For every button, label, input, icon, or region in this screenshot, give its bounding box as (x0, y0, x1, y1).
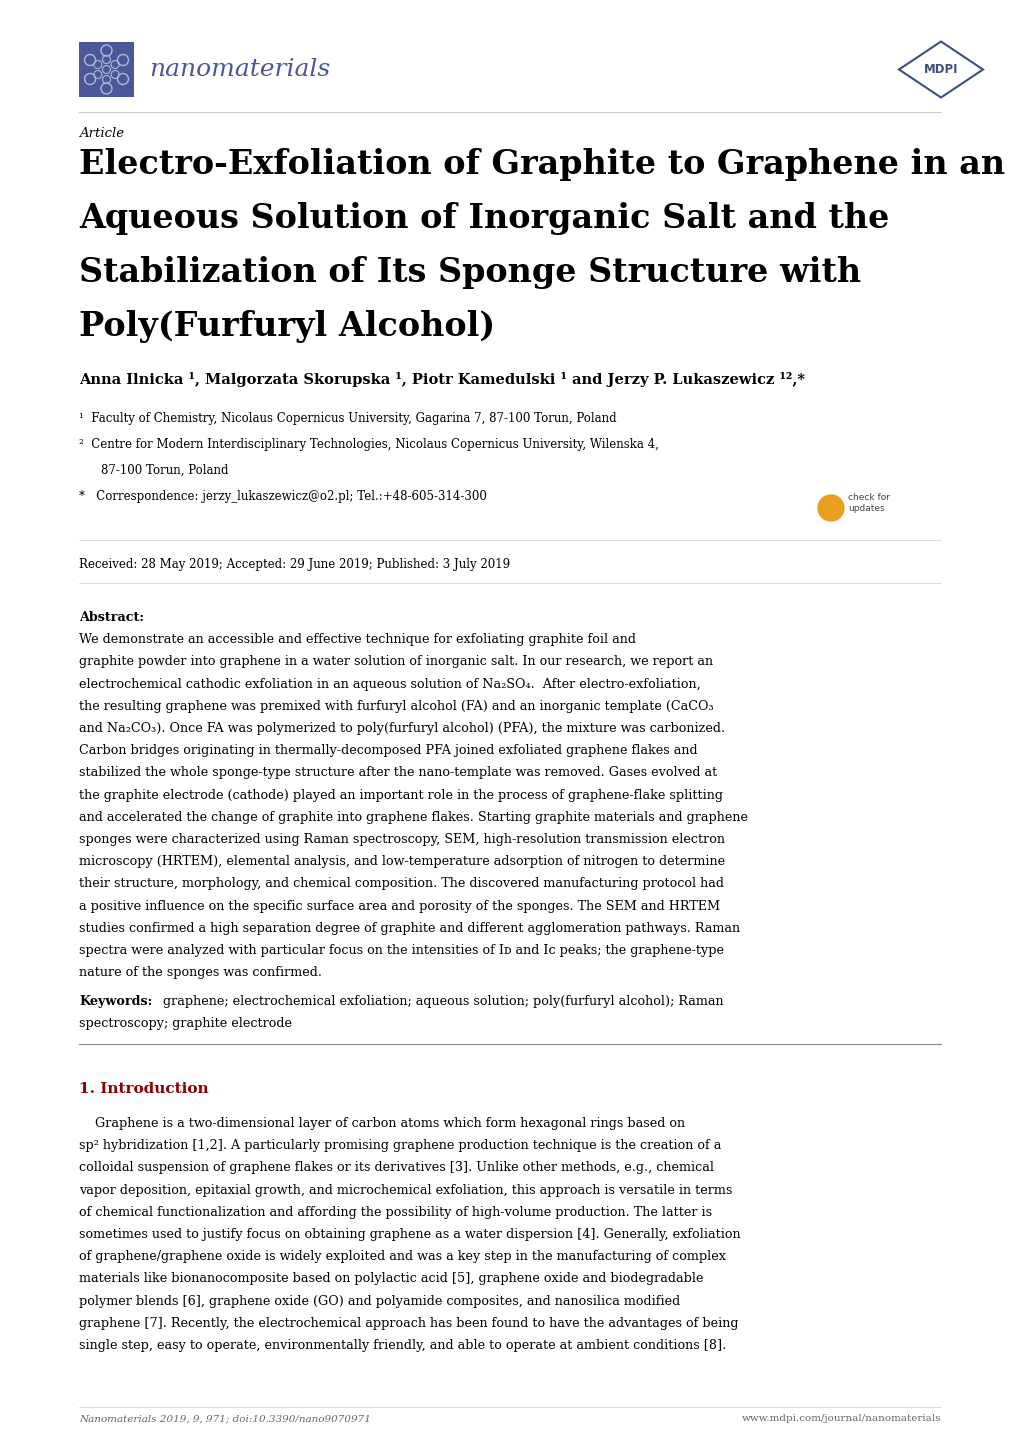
Text: nanomaterials: nanomaterials (149, 58, 330, 81)
Text: 1. Introduction: 1. Introduction (78, 1082, 209, 1096)
Text: graphene; electrochemical exfoliation; aqueous solution; poly(furfuryl alcohol);: graphene; electrochemical exfoliation; a… (163, 995, 722, 1008)
Text: Aqueous Solution of Inorganic Salt and the: Aqueous Solution of Inorganic Salt and t… (78, 202, 889, 235)
Text: sometimes used to justify focus on obtaining graphene as a water dispersion [4].: sometimes used to justify focus on obtai… (78, 1229, 740, 1242)
Text: Anna Ilnicka ¹, Malgorzata Skorupska ¹, Piotr Kamedulski ¹ and Jerzy P. Lukaszew: Anna Ilnicka ¹, Malgorzata Skorupska ¹, … (78, 372, 804, 386)
Text: Graphene is a two-dimensional layer of carbon atoms which form hexagonal rings b: Graphene is a two-dimensional layer of c… (78, 1118, 685, 1131)
Text: graphene [7]. Recently, the electrochemical approach has been found to have the : graphene [7]. Recently, the electrochemi… (78, 1317, 738, 1330)
Text: microscopy (HRTEM), elemental analysis, and low-temperature adsorption of nitrog: microscopy (HRTEM), elemental analysis, … (78, 855, 725, 868)
Text: a positive influence on the specific surface area and porosity of the sponges. T: a positive influence on the specific sur… (78, 900, 719, 913)
Text: electrochemical cathodic exfoliation in an aqueous solution of Na₂SO₄.  After el: electrochemical cathodic exfoliation in … (78, 678, 700, 691)
Text: ¹  Faculty of Chemistry, Nicolaus Copernicus University, Gagarina 7, 87-100 Toru: ¹ Faculty of Chemistry, Nicolaus Coperni… (78, 412, 616, 425)
Text: Stabilization of Its Sponge Structure with: Stabilization of Its Sponge Structure wi… (78, 257, 860, 288)
Text: their structure, morphology, and chemical composition. The discovered manufactur: their structure, morphology, and chemica… (78, 877, 723, 890)
Text: spectra were analyzed with particular focus on the intensities of Iᴅ and Iᴄ peak: spectra were analyzed with particular fo… (78, 945, 723, 957)
Text: Nanomaterials 2019, 9, 971; doi:10.3390/nano9070971: Nanomaterials 2019, 9, 971; doi:10.3390/… (78, 1415, 371, 1423)
Text: of chemical functionalization and affording the possibility of high-volume produ: of chemical functionalization and afford… (78, 1206, 711, 1218)
Text: sponges were characterized using Raman spectroscopy, SEM, high-resolution transm: sponges were characterized using Raman s… (78, 833, 725, 846)
Text: materials like bionanocomposite based on polylactic acid [5], graphene oxide and: materials like bionanocomposite based on… (78, 1272, 703, 1285)
Text: polymer blends [6], graphene oxide (GO) and polyamide composites, and nanosilica: polymer blends [6], graphene oxide (GO) … (78, 1295, 680, 1308)
Text: www.mdpi.com/journal/nanomaterials: www.mdpi.com/journal/nanomaterials (741, 1415, 941, 1423)
Text: 87-100 Torun, Poland: 87-100 Torun, Poland (101, 464, 228, 477)
Text: single step, easy to operate, environmentally friendly, and able to operate at a: single step, easy to operate, environmen… (78, 1340, 726, 1353)
Text: colloidal suspension of graphene flakes or its derivatives [3]. Unlike other met: colloidal suspension of graphene flakes … (78, 1161, 713, 1174)
Text: graphite powder into graphene in a water solution of inorganic salt. In our rese: graphite powder into graphene in a water… (78, 656, 712, 669)
Text: the resulting graphene was premixed with furfuryl alcohol (FA) and an inorganic : the resulting graphene was premixed with… (78, 699, 713, 712)
Text: and accelerated the change of graphite into graphene flakes. Starting graphite m: and accelerated the change of graphite i… (78, 810, 747, 823)
Text: ²  Centre for Modern Interdisciplinary Technologies, Nicolaus Copernicus Univers: ² Centre for Modern Interdisciplinary Te… (78, 438, 658, 451)
Text: and Na₂CO₃). Once FA was polymerized to poly(furfuryl alcohol) (PFA), the mixtur: and Na₂CO₃). Once FA was polymerized to … (78, 722, 725, 735)
Text: Electro-Exfoliation of Graphite to Graphene in an: Electro-Exfoliation of Graphite to Graph… (78, 149, 1004, 182)
Text: Carbon bridges originating in thermally-decomposed PFA joined exfoliated graphen: Carbon bridges originating in thermally-… (78, 744, 697, 757)
Text: the graphite electrode (cathode) played an important role in the process of grap: the graphite electrode (cathode) played … (78, 789, 722, 802)
Text: vapor deposition, epitaxial growth, and microchemical exfoliation, this approach: vapor deposition, epitaxial growth, and … (78, 1184, 732, 1197)
Text: stabilized the whole sponge-type structure after the nano-template was removed. : stabilized the whole sponge-type structu… (78, 766, 716, 779)
Text: of graphene/graphene oxide is widely exploited and was a key step in the manufac: of graphene/graphene oxide is widely exp… (78, 1250, 726, 1263)
Text: Poly(Furfuryl Alcohol): Poly(Furfuryl Alcohol) (78, 310, 494, 343)
Text: sp² hybridization [1,2]. A particularly promising graphene production technique : sp² hybridization [1,2]. A particularly … (78, 1139, 720, 1152)
Text: *   Correspondence: jerzy_lukaszewicz@o2.pl; Tel.:+48-605-314-300: * Correspondence: jerzy_lukaszewicz@o2.p… (78, 490, 486, 503)
Text: We demonstrate an accessible and effective technique for exfoliating graphite fo: We demonstrate an accessible and effecti… (78, 633, 636, 646)
Text: spectroscopy; graphite electrode: spectroscopy; graphite electrode (78, 1017, 291, 1030)
Text: check for
updates: check for updates (847, 493, 890, 513)
Text: ✔: ✔ (825, 502, 836, 515)
Text: Received: 28 May 2019; Accepted: 29 June 2019; Published: 3 July 2019: Received: 28 May 2019; Accepted: 29 June… (78, 558, 510, 571)
Text: Abstract:: Abstract: (78, 611, 144, 624)
Text: nature of the sponges was confirmed.: nature of the sponges was confirmed. (78, 966, 322, 979)
Bar (78, 42, 133, 97)
Text: MDPI: MDPI (923, 63, 957, 76)
Text: Keywords:: Keywords: (78, 995, 152, 1008)
Circle shape (817, 495, 843, 521)
Text: studies confirmed a high separation degree of graphite and different agglomerati: studies confirmed a high separation degr… (78, 921, 740, 934)
Text: Article: Article (78, 127, 124, 140)
